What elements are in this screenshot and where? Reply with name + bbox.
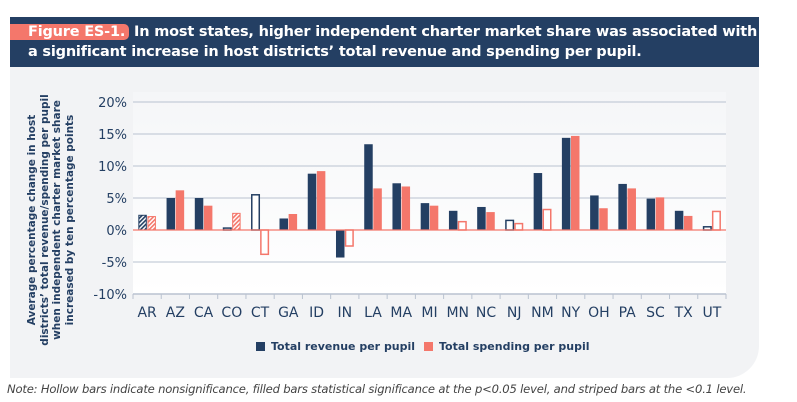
- bar-spending-GA: [288, 214, 298, 230]
- x-tick-label: NM: [531, 305, 554, 321]
- bar-revenue-CT: [251, 194, 261, 231]
- bar-spending-TX: [683, 215, 693, 230]
- legend-label: Total revenue per pupil: [271, 340, 416, 353]
- x-tick-label: MA: [390, 305, 412, 321]
- y-tick-label: 20%: [98, 96, 127, 111]
- x-tick-label: NY: [561, 305, 580, 321]
- bar-revenue-NC: [477, 206, 486, 230]
- x-tick-label: ID: [309, 305, 324, 321]
- bar-spending-SC: [655, 197, 665, 230]
- legend-spending: Total spending per pupil: [424, 340, 589, 353]
- bar-revenue-NJ: [505, 219, 515, 231]
- x-tick-label: GA: [278, 305, 299, 321]
- bar-spending-IN: [344, 229, 354, 247]
- figure-note: Note: Hollow bars indicate nonsignifican…: [7, 382, 747, 396]
- bar-spending-MN: [457, 220, 467, 231]
- bar-spending-LA: [373, 188, 382, 230]
- bar-revenue-MA: [392, 183, 401, 230]
- x-tick-label: AZ: [166, 305, 185, 321]
- y-tick-label: 15%: [98, 128, 127, 143]
- plot-area: [133, 92, 726, 294]
- legend-swatch-revenue: [256, 342, 265, 351]
- bar-revenue-MI: [420, 203, 430, 230]
- bar-spending-AR: [147, 216, 156, 231]
- bar-spending-CT: [260, 229, 270, 256]
- bar-revenue-TX: [674, 210, 684, 230]
- x-tick-label: IN: [337, 305, 352, 321]
- bar-revenue-IN: [335, 230, 345, 258]
- y-tick-label: -5%: [102, 256, 127, 271]
- bar-revenue-MN: [448, 210, 458, 230]
- legend-revenue: Total revenue per pupil: [256, 340, 415, 353]
- bar-spending-PA: [627, 188, 636, 230]
- x-tick-label: SC: [646, 305, 665, 321]
- x-tick-label: PA: [619, 305, 637, 321]
- figure-header: Figure ES-1. In most states, higher inde…: [10, 17, 759, 67]
- bar-spending-MA: [401, 186, 411, 230]
- x-tick-label: NC: [476, 305, 496, 321]
- bar-spending-ID: [316, 171, 326, 230]
- x-tick-label: CA: [194, 305, 214, 321]
- x-tick-label: NJ: [507, 305, 522, 321]
- bar-revenue-PA: [618, 183, 627, 230]
- figure-title: Figure ES-1. In most states, higher inde…: [10, 22, 758, 62]
- bar-spending-UT: [711, 210, 721, 231]
- bar-spending-MI: [429, 205, 439, 230]
- bar-revenue-LA: [364, 144, 373, 230]
- bar-spending-NC: [486, 212, 495, 230]
- bar-revenue-AR: [138, 214, 147, 231]
- x-tick-label: OH: [588, 305, 610, 321]
- bar-spending-CO: [232, 212, 241, 231]
- x-tick-label: MI: [421, 305, 437, 321]
- y-tick-label: 0%: [106, 224, 127, 239]
- figure-label: Figure ES-1.: [10, 24, 130, 40]
- x-tick-label: UT: [702, 305, 721, 321]
- x-tick-label: CT: [251, 305, 270, 321]
- x-tick-label: MN: [446, 305, 469, 321]
- bar-revenue-AZ: [166, 198, 176, 230]
- bar-revenue-NY: [561, 137, 571, 230]
- bar-revenue-NM: [533, 173, 543, 230]
- bar-spending-CA: [203, 205, 213, 230]
- bar-revenue-OH: [590, 195, 599, 230]
- bar-spending-NY: [570, 135, 580, 230]
- bar-spending-NM: [542, 208, 552, 231]
- bar-spending-NJ: [514, 222, 524, 231]
- x-tick-label: CO: [221, 305, 242, 321]
- bar-spending-OH: [599, 208, 608, 230]
- bar-revenue-ID: [307, 173, 317, 230]
- legend-swatch-spending: [424, 342, 433, 351]
- bar-spending-AZ: [175, 190, 185, 230]
- x-tick-label: TX: [674, 305, 694, 321]
- y-tick-label: 10%: [98, 160, 127, 175]
- y-tick-label: -10%: [93, 288, 127, 303]
- bar-revenue-CA: [194, 198, 204, 230]
- figure-title-text: In most states, higher independent chart…: [28, 24, 758, 60]
- bar-revenue-GA: [279, 218, 289, 230]
- x-tick-label: LA: [364, 305, 382, 321]
- x-tick-label: AR: [137, 305, 157, 321]
- legend-label: Total spending per pupil: [439, 340, 590, 353]
- bar-revenue-SC: [646, 198, 656, 230]
- y-tick-label: 5%: [106, 192, 127, 207]
